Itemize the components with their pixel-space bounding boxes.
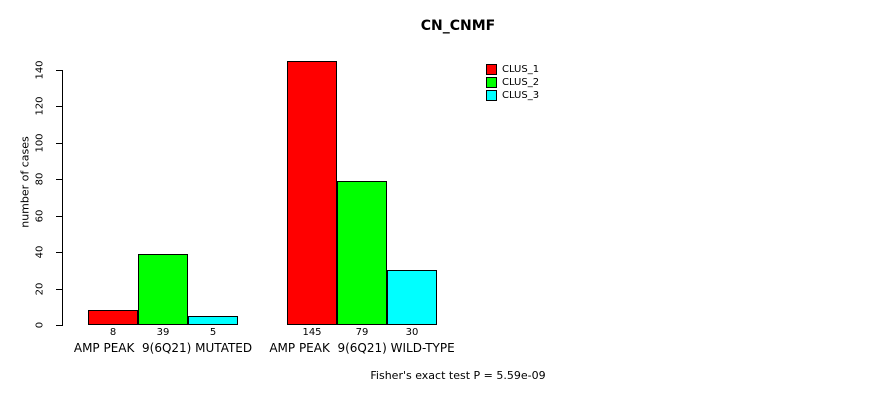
legend-item: CLUS_1 <box>486 63 539 76</box>
y-tick <box>56 252 63 254</box>
bar-value-label: 145 <box>302 327 322 338</box>
y-tick <box>56 70 63 71</box>
legend-label: CLUS_2 <box>502 77 540 88</box>
y-tick <box>56 215 63 217</box>
y-tick <box>56 179 63 181</box>
bar-clus_3-group1 <box>188 315 238 325</box>
y-tick <box>56 106 63 108</box>
y-tick-label: 20 <box>34 282 46 295</box>
y-axis-line <box>62 70 63 326</box>
bar-value-label: 79 <box>355 327 369 338</box>
chart-title: CN_CNMF <box>420 18 496 34</box>
y-tick-label: 60 <box>34 209 46 223</box>
x-category-label: AMP PEAK 9(6Q21) MUTATED <box>73 341 253 355</box>
bar-value-label: 30 <box>405 327 419 338</box>
bar-value-label: 39 <box>156 327 170 338</box>
legend-label: CLUS_1 <box>502 64 540 75</box>
legend-swatch-clus_1 <box>486 64 497 75</box>
bar-clus_2-group1 <box>138 253 188 325</box>
bar-clus_2-group2 <box>337 181 387 325</box>
bar-value-label: 5 <box>209 327 217 338</box>
y-tick-label: 40 <box>34 245 46 259</box>
x-category-label: AMP PEAK 9(6Q21) WILD-TYPE <box>269 341 455 355</box>
bar-value-label: 8 <box>109 327 117 338</box>
y-tick-label: 120 <box>34 96 46 116</box>
y-axis-label: number of cases <box>18 136 32 228</box>
y-tick-label: 140 <box>34 60 46 80</box>
bar-clus_1-group2 <box>287 60 337 325</box>
legend-swatch-clus_3 <box>486 90 497 101</box>
y-tick-label: 0 <box>34 321 46 329</box>
y-tick <box>56 142 63 144</box>
legend: CLUS_1 CLUS_2 CLUS_3 <box>486 63 539 102</box>
fisher-test-annotation: Fisher's exact test P = 5.59e-09 <box>370 369 546 382</box>
legend-item: CLUS_3 <box>486 89 539 102</box>
y-tick-label: 100 <box>34 133 46 153</box>
legend-item: CLUS_2 <box>486 76 539 89</box>
legend-label: CLUS_3 <box>502 90 540 101</box>
bar-clus_3-group2 <box>387 270 437 325</box>
legend-swatch-clus_2 <box>486 77 497 88</box>
bar-clus_1-group1 <box>88 310 138 325</box>
y-tick-label: 80 <box>34 172 46 186</box>
y-tick <box>56 288 63 290</box>
y-tick <box>56 325 63 326</box>
